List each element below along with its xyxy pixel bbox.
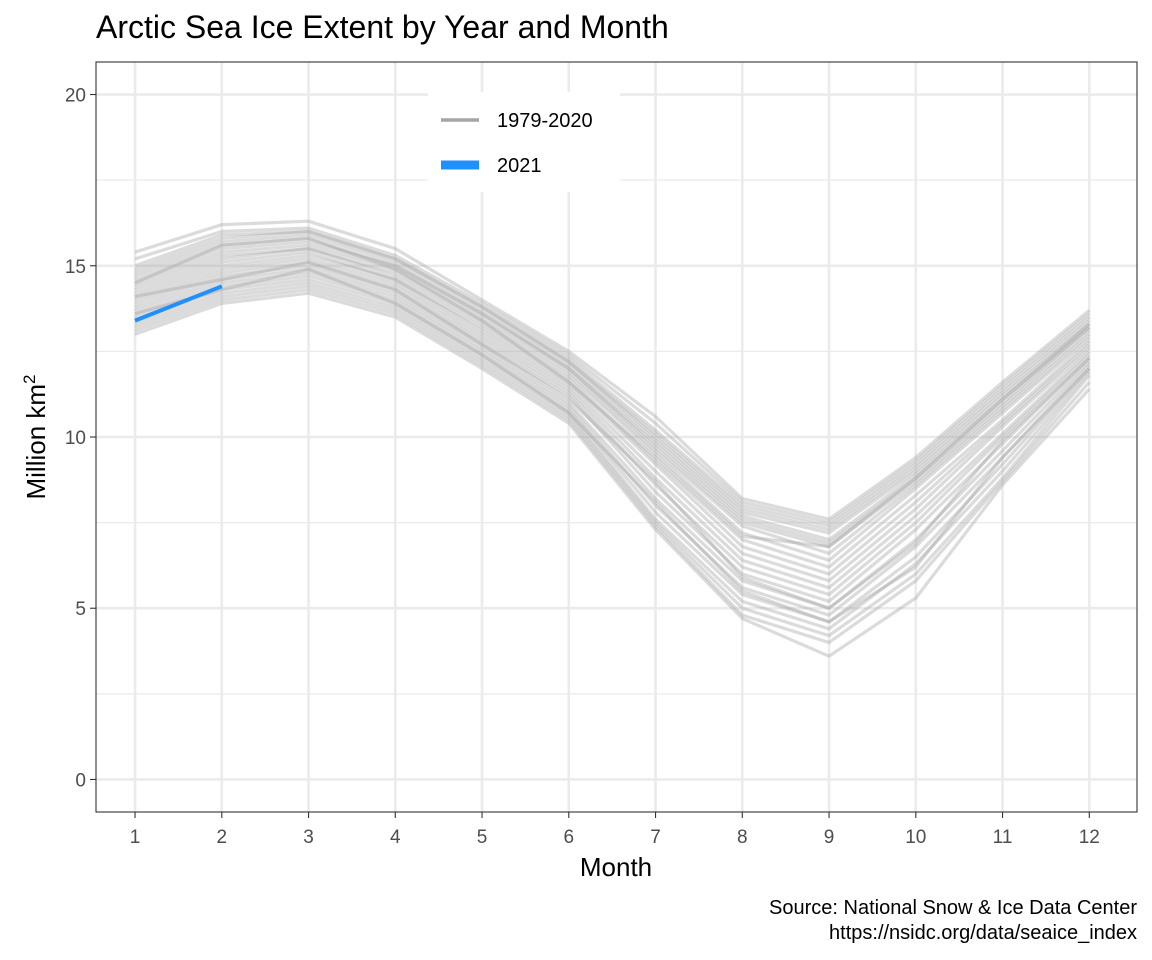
x-tick-label: 2 [216, 827, 227, 848]
historical-year-line [134, 264, 1091, 597]
x-tick-label: 4 [390, 827, 401, 848]
historical-year-line [134, 288, 1091, 645]
historical-year-line [134, 240, 1091, 545]
historical-year-line [134, 291, 1091, 658]
x-tick-label: 11 [993, 827, 1013, 848]
historical-year-line [134, 236, 1091, 549]
caption-source: Source: National Snow & Ice Data Center [769, 897, 1137, 919]
x-axis-title: Month [580, 852, 652, 882]
historical-year-line [134, 247, 1091, 556]
historical-year-line [134, 260, 1091, 610]
historical-year-line [134, 260, 1091, 590]
x-axis-ticks: 1 2 3 4 5 6 7 8 9 10 11 12 [130, 812, 1100, 848]
historical-year-line [134, 271, 1091, 610]
y-tick-label: 0 [75, 770, 86, 791]
major-gridlines [96, 62, 1137, 812]
historical-year-line [134, 267, 1091, 604]
x-tick-label: 1 [130, 827, 141, 848]
historical-year-line [134, 229, 1091, 532]
y-axis-ticks: 0 5 10 15 20 [65, 86, 96, 791]
historical-year-line [134, 243, 1091, 549]
x-tick-label: 12 [1079, 827, 1100, 848]
historical-year-line [134, 233, 1091, 535]
historical-year-line [134, 274, 1091, 617]
historical-year-line [134, 253, 1091, 576]
x-tick-label: 8 [737, 827, 748, 848]
legend-background [428, 92, 620, 192]
y-tick-label: 15 [65, 257, 86, 278]
x-tick-label: 6 [563, 827, 574, 848]
y-tick-label: 10 [65, 428, 86, 449]
historical-year-line [134, 284, 1091, 638]
historical-year-line [134, 229, 1091, 528]
historical-year-line [134, 281, 1091, 631]
x-tick-label: 3 [303, 827, 314, 848]
x-tick-label: 7 [650, 827, 661, 848]
x-tick-label: 9 [824, 827, 835, 848]
chart-title: Arctic Sea Ice Extent by Year and Month [96, 9, 669, 45]
historical-year-line [134, 247, 1091, 562]
historical-year-line [134, 226, 1091, 525]
y-axis-title-main: Million km [21, 384, 51, 500]
legend-label-historical: 1979-2020 [497, 110, 593, 132]
series-line-2021 [134, 284, 223, 323]
historical-year-line [134, 257, 1091, 583]
historical-series-lines [134, 219, 1091, 658]
caption-url: https://nsidc.org/data/seaice_index [829, 922, 1137, 944]
historical-year-line [134, 277, 1091, 624]
y-tick-label: 5 [75, 599, 86, 620]
highlight-series-line [134, 284, 223, 323]
historical-year-line [134, 250, 1091, 569]
x-tick-label: 10 [905, 827, 926, 848]
historical-year-line [134, 219, 1091, 521]
legend: 1979-2020 2021 [428, 92, 620, 192]
y-tick-label: 20 [65, 86, 86, 107]
historical-year-line [134, 267, 1091, 624]
legend-label-highlight: 2021 [497, 155, 542, 177]
y-axis-title-superscript: 2 [20, 374, 39, 383]
x-tick-label: 5 [477, 827, 488, 848]
y-axis-title: Million km2 [20, 374, 51, 499]
historical-year-line [134, 236, 1091, 542]
